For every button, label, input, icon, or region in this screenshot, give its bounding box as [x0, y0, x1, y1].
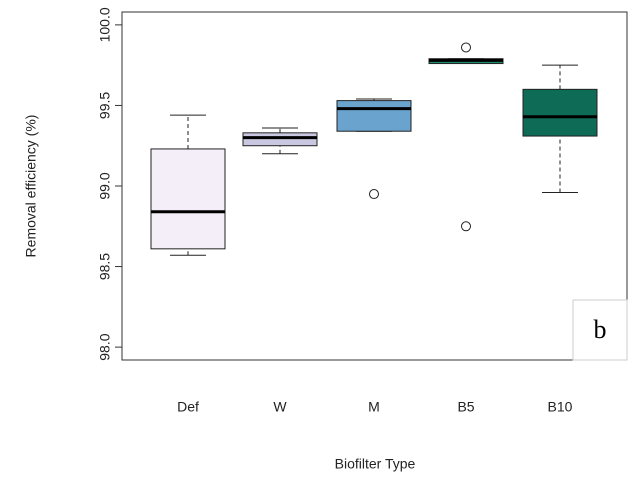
x-tick-label: M [368, 399, 380, 415]
x-axis-label: Biofilter Type [335, 456, 416, 472]
x-tick-label: Def [177, 399, 199, 415]
y-tick-label: 99.5 [97, 92, 113, 119]
x-tick-label: B5 [457, 399, 474, 415]
box [336, 100, 412, 132]
outlier [369, 189, 379, 200]
box [242, 132, 318, 147]
y-tick-label: 98.5 [97, 253, 113, 280]
outlier [461, 42, 471, 53]
y-tick-label: 98.0 [97, 333, 113, 360]
y-axis-label: Removal efficiency (%) [23, 115, 39, 258]
x-tick-label: B10 [548, 399, 573, 415]
box [150, 148, 226, 250]
annotation-box [572, 299, 628, 361]
y-tick-label: 100.0 [97, 7, 113, 42]
y-tick-label: 99.0 [97, 172, 113, 199]
box [522, 88, 598, 137]
outlier [461, 221, 471, 232]
annotation: b [594, 315, 607, 344]
x-tick-label: W [273, 399, 287, 415]
